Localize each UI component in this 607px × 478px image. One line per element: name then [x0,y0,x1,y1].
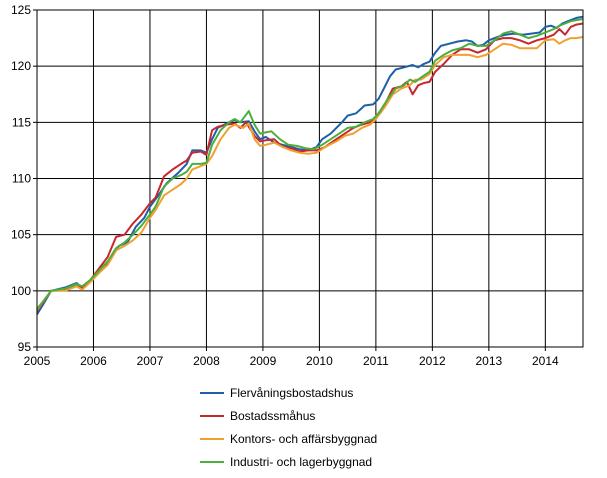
x-axis-tick-labels: 2005 2006 2007 2008 2009 2010 2011 2012 2013 2014 [24,347,559,368]
legend-item: Bostadssmåhus [200,409,315,423]
y-tick-label: 115 [12,115,31,129]
x-tick-label: 2012 [419,354,446,368]
y-tick-label: 105 [11,228,31,242]
y-tick-label: 120 [11,59,31,73]
legend-label: Industri- och lagerbyggnad [230,455,372,469]
x-tick-label: 2014 [532,354,559,368]
legend: Flervåningsbostadshus Bostadssmåhus Kontor… [200,386,377,469]
y-axis-tick-labels: 95 100 105 110 115 120 125 [11,3,37,354]
x-tick-label: 2006 [80,354,107,368]
legend-label: Flervåningsbostadshus [230,386,353,400]
series-line [36,36,584,311]
series-line [36,18,584,310]
x-tick-label: 2008 [193,354,220,368]
x-tick-label: 2013 [475,354,502,368]
x-tick-label: 2007 [137,354,164,368]
legend-label: Bostadssmåhus [230,409,315,423]
series-line [36,15,584,315]
series-lines [36,15,584,315]
legend-label: Kontors- och affärsbyggnad [230,432,377,446]
legend-item: Flervåningsbostadshus [200,386,353,400]
legend-item: Kontors- och affärsbyggnad [200,432,377,446]
legend-item: Industri- och lagerbyggnad [200,455,372,469]
y-tick-label: 95 [18,340,32,354]
y-tick-label: 110 [12,172,31,186]
x-tick-label: 2009 [250,354,277,368]
y-tick-label: 125 [11,3,31,17]
grid [37,10,583,347]
y-tick-label: 100 [11,284,31,298]
x-tick-label: 2005 [24,354,51,368]
x-tick-label: 2011 [363,354,389,368]
x-tick-label: 2010 [306,354,333,368]
